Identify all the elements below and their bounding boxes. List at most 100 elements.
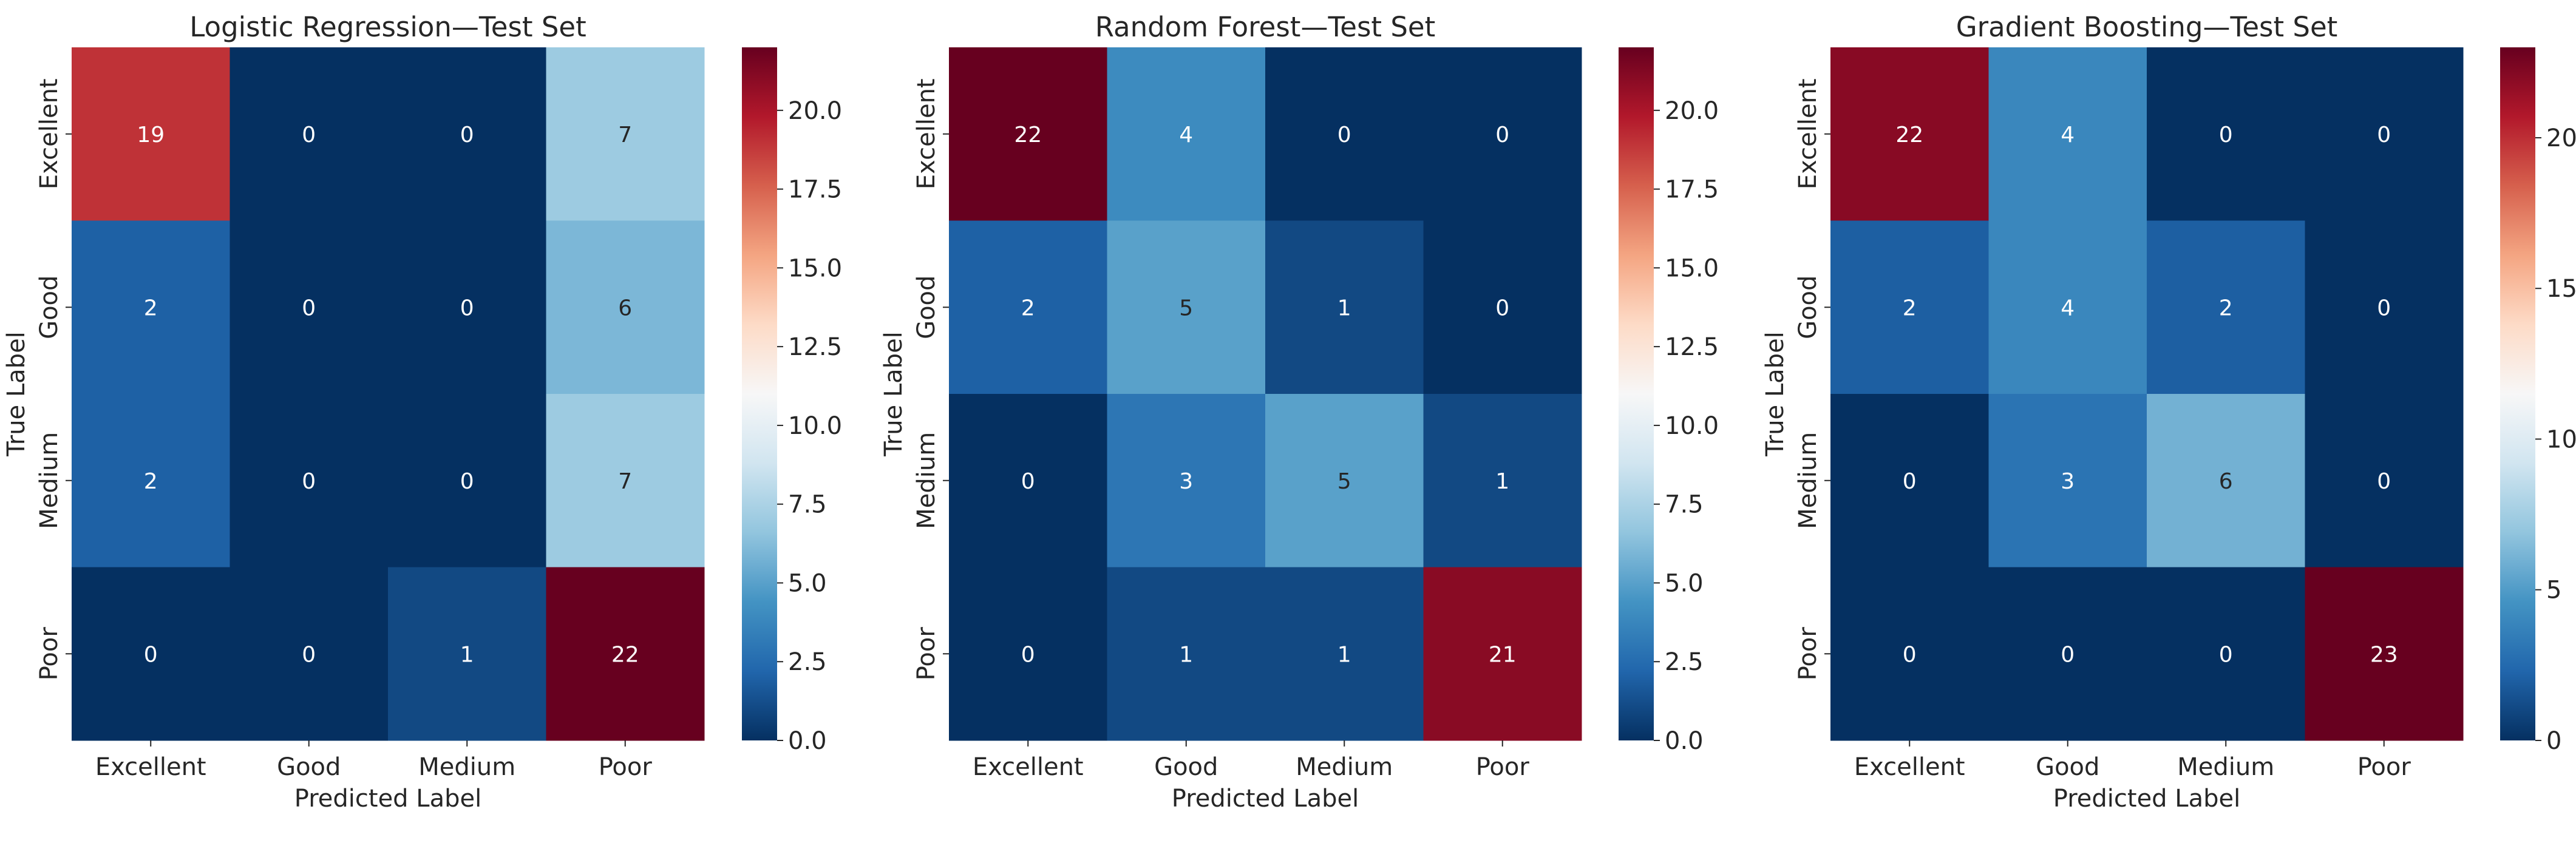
heatmap-cell <box>1107 47 1266 221</box>
cell-value-label: 4 <box>2061 296 2075 320</box>
cell-value-label: 0 <box>460 296 474 320</box>
heatmap-cell <box>388 220 546 394</box>
y-tick-label: Good <box>35 276 63 339</box>
cell-value-label: 0 <box>2377 123 2391 147</box>
heatmap-cell <box>1830 220 1989 394</box>
heatmap-cell <box>1830 47 1989 221</box>
cell-value-label: 0 <box>1021 469 1035 494</box>
heatmap-cell <box>229 220 389 394</box>
x-tick-label: Poor <box>599 753 653 781</box>
heatmap-cell <box>1423 220 1582 394</box>
heatmap-cell <box>1265 47 1424 221</box>
cell-value-label: 5 <box>1179 296 1193 320</box>
heatmap-cell <box>1830 567 1989 741</box>
colorbar-tick-label: 15 <box>2546 275 2576 303</box>
heatmap-cell <box>2147 567 2305 741</box>
x-tick-label: Excellent <box>95 753 206 781</box>
colorbar-tick-label: 2.5 <box>788 648 827 676</box>
heatmap-cell <box>388 567 546 741</box>
cell-value-label: 0 <box>2061 642 2075 667</box>
heatmap-cell <box>1423 567 1582 741</box>
x-tick-label: Good <box>1154 753 1218 781</box>
heatmap-cell <box>1988 47 2147 221</box>
heatmap-cell <box>1107 567 1266 741</box>
colorbar-tick-label: 12.5 <box>1665 333 1719 361</box>
cell-value-label: 0 <box>302 642 316 667</box>
cell-value-label: 0 <box>460 123 474 147</box>
colorbar-tick-label: 17.5 <box>788 176 842 204</box>
colorbar-tick-label: 17.5 <box>1665 176 1719 204</box>
y-tick-label: Poor <box>35 627 63 681</box>
heatmap-cell <box>546 567 705 741</box>
cell-value-label: 0 <box>460 469 474 494</box>
colorbar-tick-label: 5 <box>2546 577 2561 604</box>
cell-value-label: 0 <box>144 642 158 667</box>
colorbar-tick-label: 10.0 <box>788 412 842 440</box>
cell-value-label: 1 <box>460 642 474 667</box>
heatmap-cell <box>388 47 546 221</box>
colorbar <box>742 47 777 740</box>
y-axis-label: True Label <box>880 331 908 457</box>
y-tick-label: Poor <box>1794 627 1822 681</box>
heatmap-cell <box>229 47 389 221</box>
y-tick-label: Medium <box>35 432 63 529</box>
cell-value-label: 0 <box>1903 469 1917 494</box>
heatmap-cell <box>2305 47 2464 221</box>
cell-value-label: 0 <box>1021 642 1035 667</box>
cell-value-label: 2 <box>144 296 158 320</box>
cell-value-label: 2 <box>1021 296 1035 320</box>
heatmap-cell <box>1265 394 1424 567</box>
colorbar-tick-label: 0.0 <box>1665 727 1704 755</box>
cell-value-label: 0 <box>1903 642 1917 667</box>
colorbar-tick-label: 7.5 <box>788 491 827 519</box>
colorbar <box>2500 47 2535 740</box>
heatmap-cell <box>1107 394 1266 567</box>
cell-value-label: 5 <box>1337 469 1351 494</box>
y-tick-label: Excellent <box>1794 78 1822 189</box>
heatmap-cell <box>2147 220 2305 394</box>
cell-value-label: 2 <box>1903 296 1917 320</box>
colorbar-tick-label: 2.5 <box>1665 648 1704 676</box>
cell-value-label: 22 <box>1895 123 1923 147</box>
x-tick-label: Poor <box>2357 753 2411 781</box>
heatmap-cell <box>1988 220 2147 394</box>
y-tick-label: Medium <box>912 432 940 529</box>
heatmap-cell <box>949 220 1107 394</box>
cell-value-label: 0 <box>2377 469 2391 494</box>
heatmap-cell <box>229 394 389 567</box>
x-tick-label: Good <box>2036 753 2099 781</box>
cell-value-label: 23 <box>2370 642 2398 667</box>
x-tick-label: Medium <box>2177 753 2274 781</box>
colorbar-tick-label: 10.0 <box>1665 412 1719 440</box>
cell-value-label: 3 <box>1179 469 1193 494</box>
y-tick-label: Excellent <box>912 78 940 189</box>
colorbar-tick-label: 15.0 <box>788 254 842 282</box>
heatmap-cell <box>72 394 230 567</box>
cell-value-label: 0 <box>1337 123 1351 147</box>
cell-value-label: 0 <box>2219 123 2233 147</box>
heatmap-cell <box>1988 394 2147 567</box>
y-tick-label: Good <box>912 276 940 339</box>
colorbar-tick-label: 20.0 <box>788 97 842 125</box>
heatmap-panel-2: Random Forest—Test Set 22 4 0 0 2 5 1 0 0 3 5 1 0 1 1 21… <box>880 11 1719 813</box>
colorbar-tick-label: 7.5 <box>1665 491 1704 519</box>
colorbar-tick-label: 5.0 <box>1665 569 1704 597</box>
heatmap-cell <box>1423 394 1582 567</box>
colorbar <box>1619 47 1654 740</box>
x-axis-label: Predicted Label <box>1172 785 1359 813</box>
heatmap-cell <box>2305 567 2464 741</box>
heatmap-cell <box>949 47 1107 221</box>
y-tick-label: Good <box>1794 276 1822 339</box>
x-tick-label: Excellent <box>1854 753 1965 781</box>
colorbar-tick-label: 12.5 <box>788 333 842 361</box>
cell-value-label: 0 <box>2219 642 2233 667</box>
cell-value-label: 2 <box>144 469 158 494</box>
heatmap-cell <box>72 567 230 741</box>
heatmap-cell <box>1265 220 1424 394</box>
cell-value-label: 1 <box>1337 296 1351 320</box>
x-axis-label: Predicted Label <box>2053 785 2240 813</box>
cell-value-label: 1 <box>1179 642 1193 667</box>
cell-value-label: 21 <box>1489 642 1517 667</box>
heatmap-cell <box>1107 220 1266 394</box>
